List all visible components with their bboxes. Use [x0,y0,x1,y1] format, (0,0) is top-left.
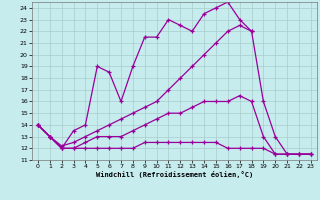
X-axis label: Windchill (Refroidissement éolien,°C): Windchill (Refroidissement éolien,°C) [96,171,253,178]
